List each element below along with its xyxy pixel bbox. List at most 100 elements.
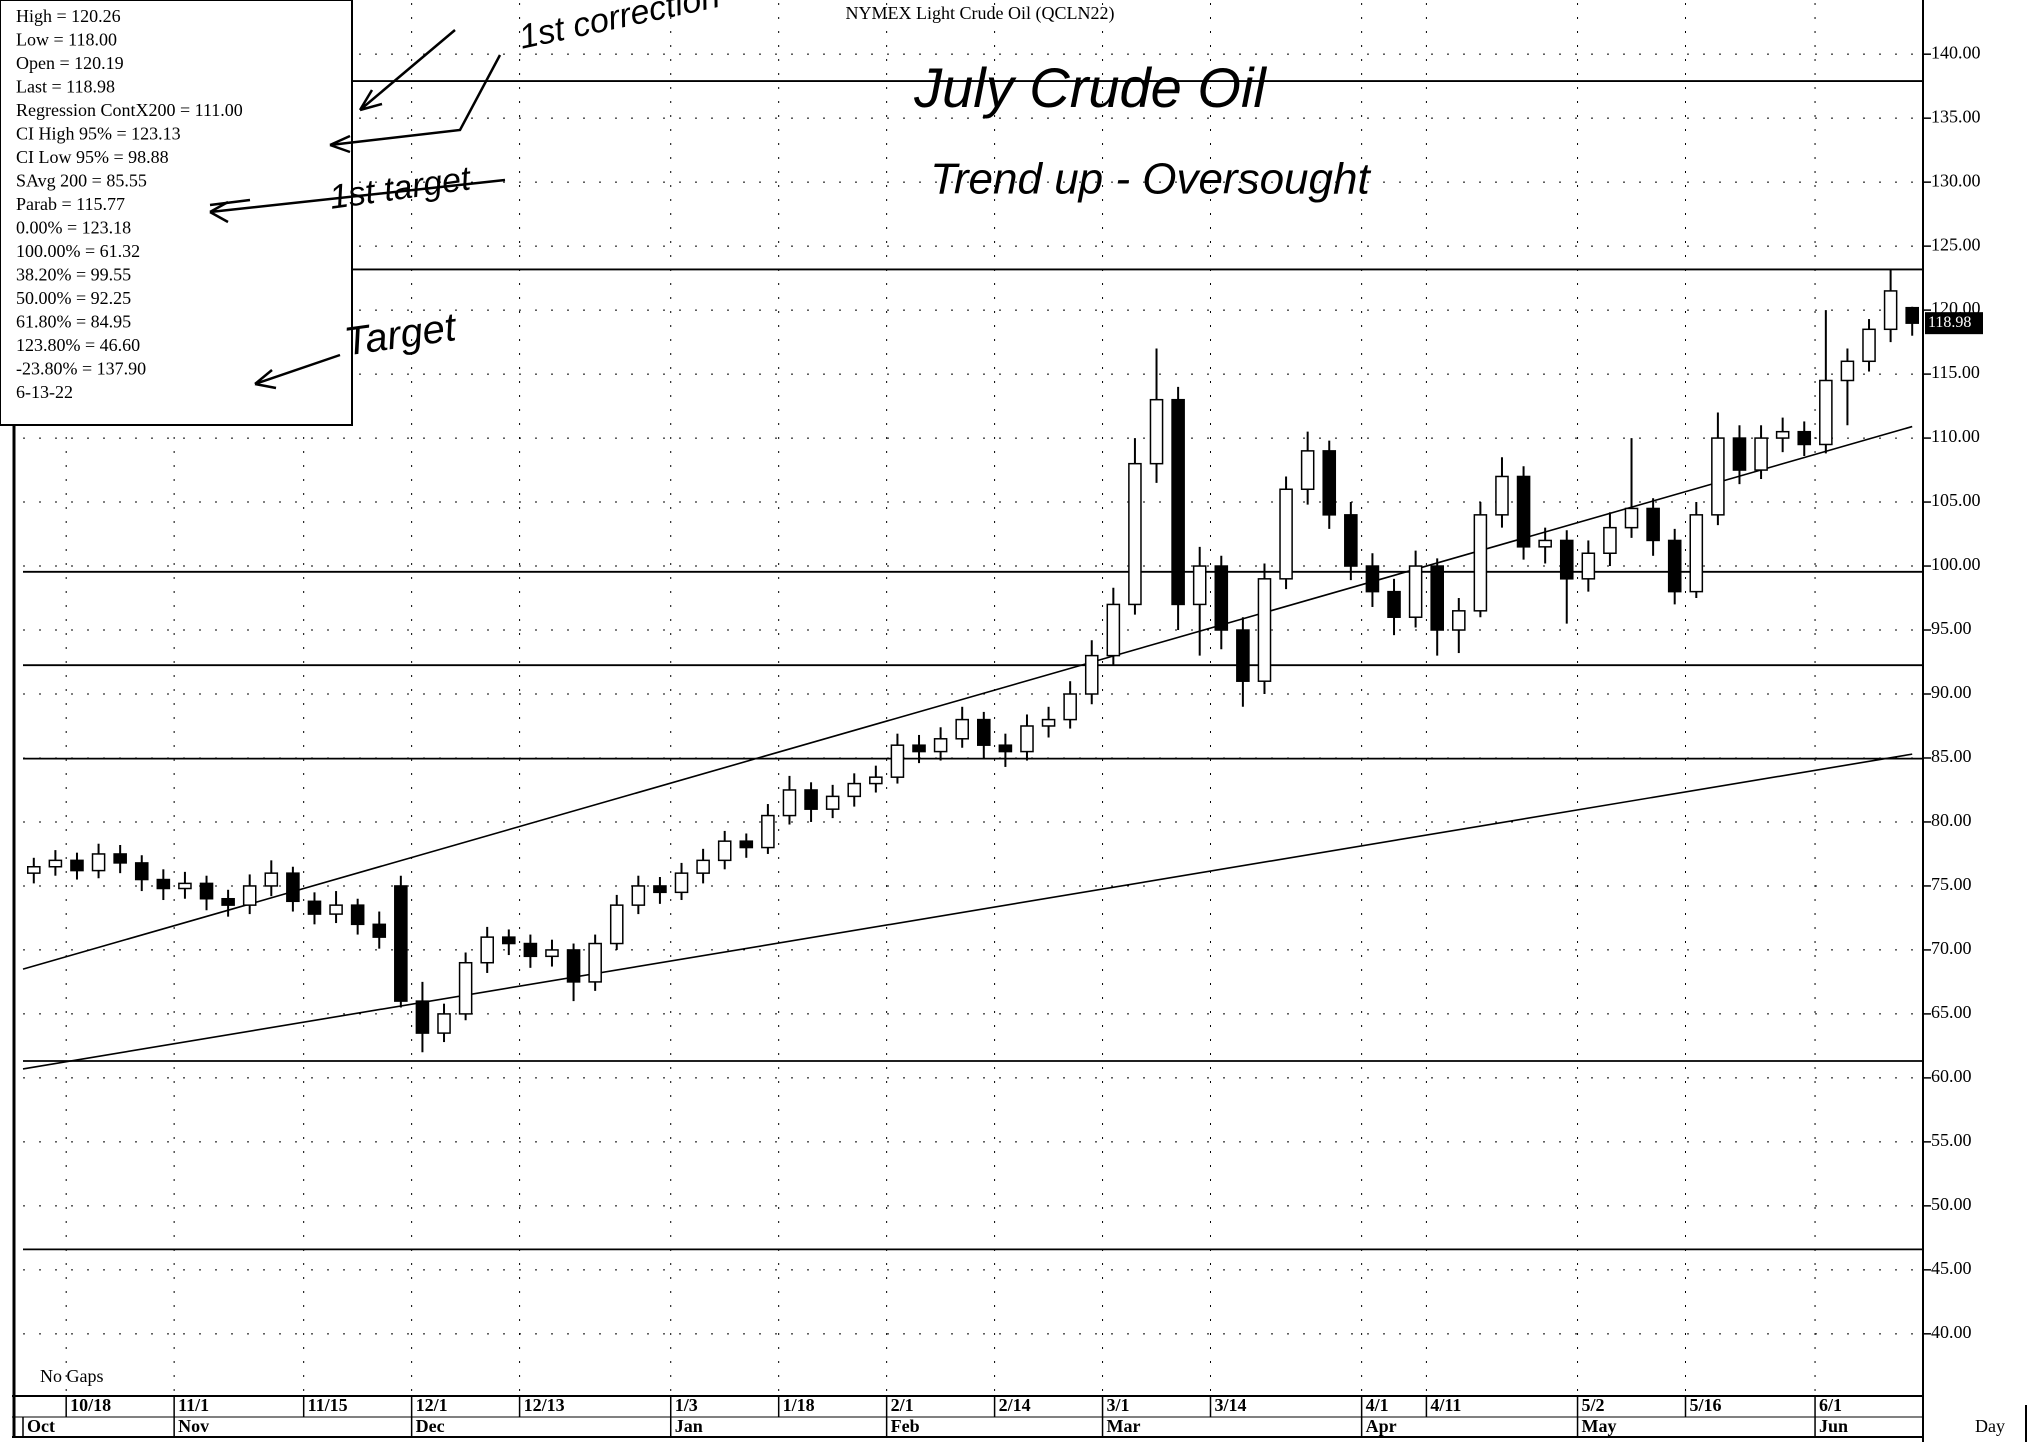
candle-body — [1430, 565, 1444, 631]
candle-body — [415, 1000, 430, 1034]
candle-body — [545, 949, 559, 958]
candle-body — [480, 936, 494, 964]
candle-body — [782, 789, 797, 817]
y-tick-label: 50.00 — [1931, 1194, 1972, 1214]
gaps-note: No Gaps — [40, 1366, 104, 1386]
y-tick-label: 70.00 — [1931, 938, 1972, 958]
candle-body — [329, 904, 343, 915]
candle-body — [761, 814, 775, 849]
candle-body — [1646, 507, 1660, 542]
x-tick-label: 3/1 — [1107, 1395, 1130, 1415]
y-tick-label: 110.00 — [1931, 426, 1980, 446]
candle-body — [1516, 475, 1531, 548]
y-tick-label: 65.00 — [1931, 1002, 1972, 1022]
candle-body — [890, 744, 905, 778]
info-line: 123.80% = 46.60 — [16, 335, 140, 355]
x-tick-label: 3/14 — [1215, 1395, 1247, 1415]
info-line: 50.00% = 92.25 — [16, 288, 131, 308]
candle-body — [1603, 526, 1617, 554]
info-line: 6-13-22 — [16, 382, 73, 402]
candle-body — [242, 885, 257, 906]
month-label: Jun — [1819, 1416, 1848, 1436]
arrow-parab — [209, 198, 251, 207]
info-line: High = 120.26 — [16, 6, 121, 26]
candle-body — [869, 776, 883, 785]
candle-body — [1581, 552, 1596, 580]
candle-body — [1365, 565, 1380, 593]
info-line: 61.80% = 84.95 — [16, 312, 131, 332]
last-price-box — [1925, 312, 1983, 335]
candle-body — [199, 882, 214, 900]
candle-body — [804, 789, 818, 810]
candle-body — [350, 904, 365, 926]
candle-body — [1322, 450, 1337, 516]
info-line: 38.20% = 99.55 — [16, 265, 131, 285]
candle-body — [286, 872, 300, 903]
candle-body — [502, 936, 516, 945]
candle-body — [458, 961, 473, 1015]
candle-body — [717, 840, 732, 862]
candle-body — [1732, 437, 1747, 471]
candle-body — [156, 878, 171, 890]
candle-body — [566, 949, 581, 983]
month-label: Jan — [675, 1416, 703, 1436]
x-tick-label: 5/2 — [1582, 1395, 1605, 1415]
candle-body — [48, 859, 63, 868]
candle-body — [588, 942, 602, 983]
candle-body — [1192, 565, 1207, 606]
y-tick-label: 60.00 — [1931, 1066, 1972, 1086]
candle-body — [912, 744, 926, 753]
y-tick-label: 130.00 — [1931, 170, 1981, 190]
x-tick-label: 6/1 — [1819, 1395, 1842, 1415]
candle-body — [27, 866, 41, 874]
info-line: CI Low 95% = 98.88 — [16, 147, 169, 167]
candle-body — [1495, 475, 1509, 516]
candle-body — [1711, 437, 1725, 516]
candle-body — [1300, 450, 1315, 491]
candle-body — [609, 904, 624, 945]
candle-body — [1020, 725, 1034, 753]
grid — [23, 3, 1931, 1396]
hand-title: July Crude Oil — [913, 56, 1267, 119]
candle-body — [1344, 514, 1358, 567]
info-lines: High = 120.26 Low = 118.00 Open = 120.19 La… — [16, 6, 243, 402]
candle-body — [1883, 290, 1898, 331]
candle-body — [394, 885, 408, 1002]
x-tick-label: 4/11 — [1430, 1395, 1461, 1415]
candle-body — [1387, 590, 1401, 618]
candle-body — [1408, 565, 1423, 618]
y-tick-label: 95.00 — [1931, 618, 1972, 638]
arrow-target — [254, 353, 341, 390]
candle-body — [134, 862, 149, 881]
x-tick-label: 2/1 — [891, 1395, 914, 1415]
x-tick-label: 4/1 — [1366, 1395, 1389, 1415]
period-label: Day — [1975, 1416, 2005, 1436]
candle-body — [372, 923, 387, 938]
candle-body — [1128, 462, 1142, 606]
hand-trend: Trend up - Oversought — [930, 155, 1371, 204]
candle-body — [1279, 488, 1293, 580]
candle-body — [1754, 437, 1768, 471]
month-label: Oct — [27, 1416, 55, 1436]
candle-body — [1214, 565, 1229, 631]
y-tick-label: 125.00 — [1931, 234, 1981, 254]
info-line: Regression ContX200 = 111.00 — [16, 100, 243, 120]
info-box — [0, 0, 353, 426]
y-tick-label: 80.00 — [1931, 810, 1972, 830]
candle-body — [998, 744, 1013, 753]
candle-body — [1819, 379, 1833, 446]
candle-body — [264, 872, 279, 887]
x-tick-label: 11/15 — [308, 1395, 348, 1415]
candle-body — [1667, 539, 1682, 593]
candle-body — [1840, 360, 1855, 382]
info-line: 100.00% = 61.32 — [16, 241, 140, 261]
candle-body — [1171, 398, 1185, 606]
candle-body — [1063, 693, 1077, 721]
y-tick-label: 40.00 — [1931, 1322, 1972, 1342]
candle-body — [1797, 430, 1812, 446]
last-price-label: 118.98 — [1928, 314, 1971, 331]
candle-body — [1473, 514, 1488, 612]
candle-body — [1257, 578, 1272, 682]
candle-body — [113, 853, 127, 864]
